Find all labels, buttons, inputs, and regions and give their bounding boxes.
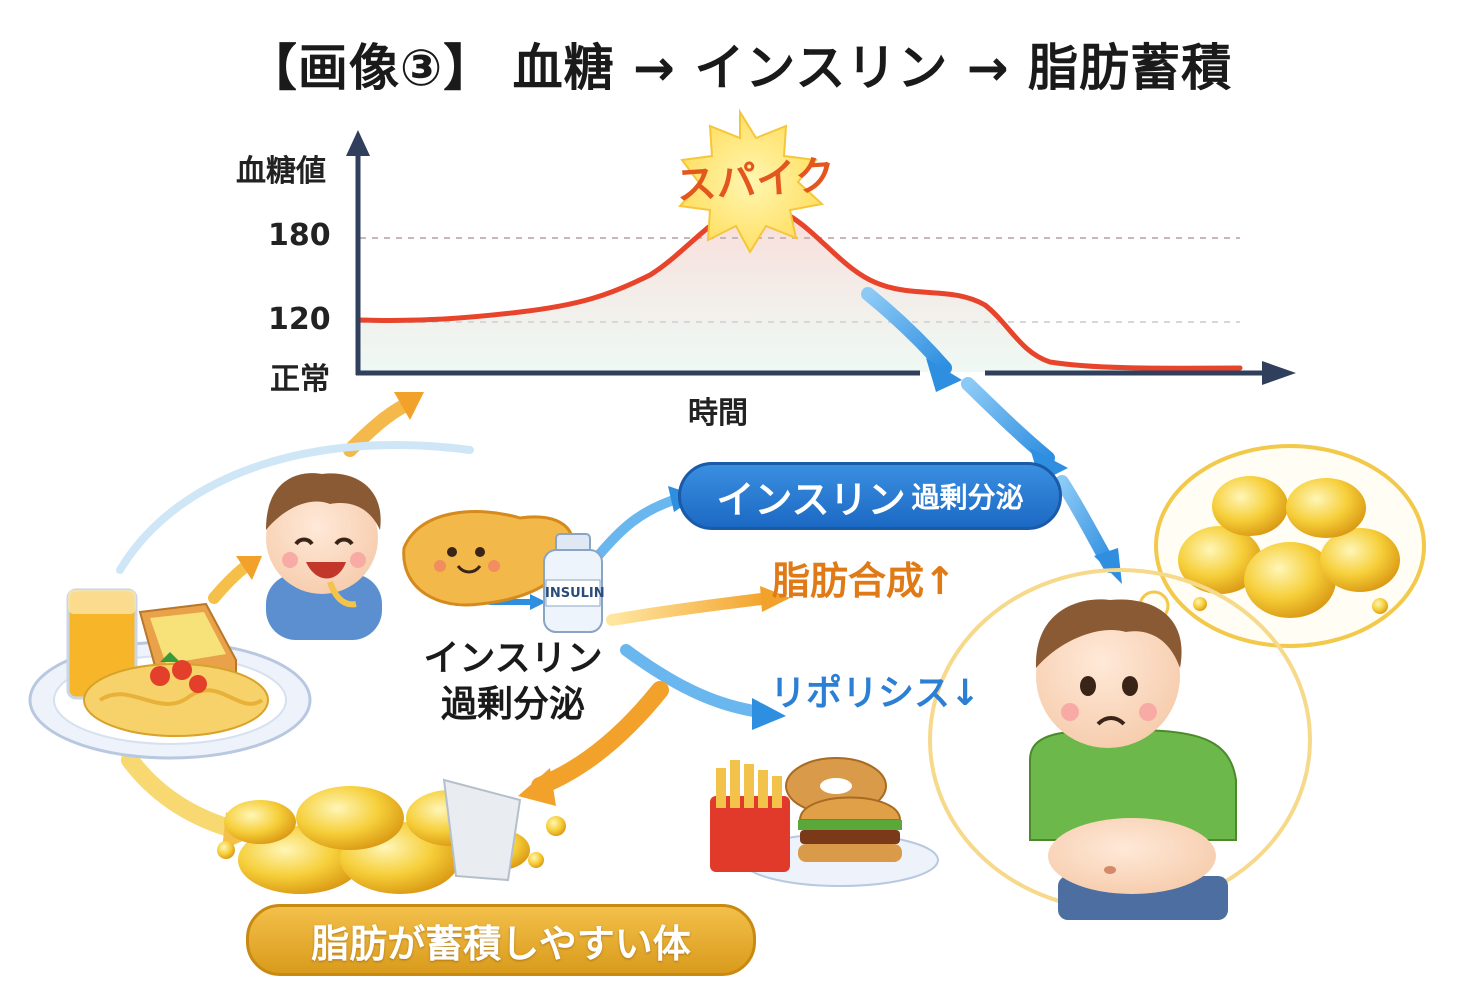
y-axis-arrowhead <box>346 130 370 156</box>
lipolysis-label: リポリシス↓ <box>770 673 981 714</box>
insulin-bottle-label: INSULIN <box>545 586 605 601</box>
insulin-pill-main: インスリン <box>716 477 906 522</box>
arrow-to-insulin-pill <box>593 493 685 561</box>
insulin-caption-line2: 過剰分泌 <box>440 684 585 725</box>
x-axis-arrowhead <box>1262 361 1296 385</box>
arrow-to-lipolysis <box>620 644 766 718</box>
insulin-excess-pill: インスリン 過剰分泌 <box>678 462 1062 530</box>
happy-child <box>266 473 382 640</box>
chart-area <box>360 205 1240 372</box>
arrow-to-fat-pile <box>531 681 669 795</box>
insulin-excess-caption: インスリン 過剰分泌 <box>408 636 618 728</box>
insulin-pill-sub: 過剰分泌 <box>911 481 1024 514</box>
y-tick-120: 120 <box>268 302 331 337</box>
blue-arrowhead-1 <box>926 358 962 392</box>
insulin-bottle <box>543 533 603 633</box>
arrow-to-fat-synthesis <box>606 592 776 626</box>
x-axis-label: 時間 <box>688 396 748 431</box>
y-axis-label: 血糖値 <box>236 154 326 189</box>
blood-sugar-chart <box>346 108 1296 385</box>
fat-synthesis-label: 脂肪合成↑ <box>772 559 956 603</box>
breakfast-plate <box>28 588 312 760</box>
arrow-food-to-fat <box>121 751 245 839</box>
page-title: 【画像③】 血糖 → インスリン → 脂肪蓄積 <box>246 39 1233 97</box>
fat-pile-bottom <box>217 778 566 894</box>
y-tick-normal: 正常 <box>270 362 330 397</box>
flow-arc <box>116 441 474 574</box>
y-tick-180: 180 <box>268 218 331 253</box>
spike-burst <box>677 108 825 255</box>
junk-food <box>710 757 939 887</box>
spike-label: スパイク <box>674 152 837 210</box>
sad-child <box>928 568 1312 920</box>
blood-sugar-curve <box>357 202 1243 371</box>
fat-storage-pill: 脂肪が蓄積しやすい体 <box>246 904 756 976</box>
insulin-caption-line1: インスリン <box>423 638 603 679</box>
arrow-food-to-child <box>208 560 252 604</box>
blue-arrowhead-3 <box>1094 548 1122 584</box>
